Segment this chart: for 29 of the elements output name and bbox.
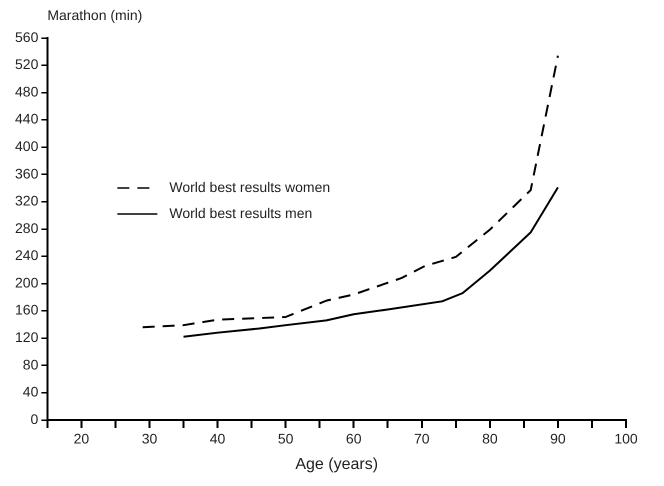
x-tick-label: 80 bbox=[482, 430, 498, 446]
x-axis-title: Age (years) bbox=[295, 456, 378, 473]
y-tick-label: 160 bbox=[15, 302, 39, 318]
x-tick-label: 70 bbox=[414, 430, 430, 446]
y-tick-label: 440 bbox=[15, 110, 39, 127]
y-tick-label: 120 bbox=[15, 329, 39, 345]
y-tick-label: 80 bbox=[22, 356, 39, 372]
legend-label: World best results women bbox=[169, 178, 330, 195]
y-tick-label: 200 bbox=[15, 274, 39, 290]
y-tick-label: 560 bbox=[15, 28, 39, 45]
y-tick-label: 520 bbox=[15, 56, 39, 72]
y-axis-title: Marathon (min) bbox=[47, 6, 142, 23]
y-tick-label: 360 bbox=[15, 165, 39, 182]
x-tick-label: 60 bbox=[346, 430, 362, 446]
x-tick-label: 100 bbox=[614, 430, 638, 446]
x-tick-label: 50 bbox=[278, 430, 294, 446]
y-tick-label: 40 bbox=[22, 384, 39, 400]
y-tick-label: 280 bbox=[15, 220, 39, 236]
y-tick-label: 400 bbox=[15, 138, 39, 154]
x-tick-label: 30 bbox=[142, 430, 158, 446]
line-series bbox=[142, 54, 559, 328]
x-tick-label: 20 bbox=[74, 430, 90, 446]
x-tick-label: 40 bbox=[210, 430, 226, 446]
y-tick-label: 240 bbox=[15, 247, 39, 264]
y-tick-label: 320 bbox=[15, 192, 39, 209]
y-tick-label: 0 bbox=[30, 410, 39, 427]
y-tick-label: 480 bbox=[15, 83, 39, 100]
legend-label: World best results men bbox=[169, 204, 312, 221]
x-tick-label: 90 bbox=[550, 430, 566, 446]
